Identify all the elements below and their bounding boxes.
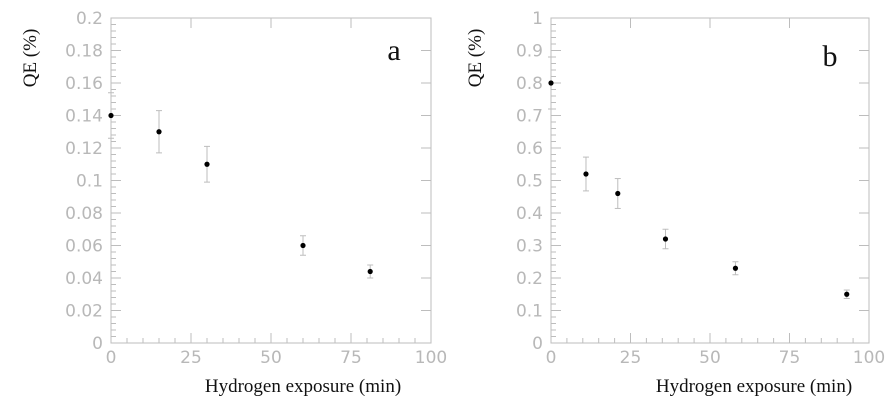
y-tick-label: 0.1 (76, 172, 103, 192)
y-tick-label: 0.9 (516, 42, 543, 62)
x-axis-title: Hydrogen exposure (min) (656, 376, 852, 396)
y-tick-label: 0.04 (65, 269, 103, 289)
y-tick-label: 0.16 (65, 74, 103, 94)
data-point (844, 291, 850, 297)
data-point (367, 268, 373, 275)
panel-label: a (387, 34, 400, 67)
panel-label: b (823, 40, 838, 73)
y-tick-label: 0.2 (76, 9, 103, 29)
y-tick-label: 0 (92, 334, 103, 354)
x-axis-title: Hydrogen exposure (min) (205, 376, 401, 396)
y-tick-label: 0.1 (516, 302, 543, 322)
y-tick-label: 1 (532, 9, 543, 29)
plot-frame (550, 17, 870, 344)
data-point (732, 265, 739, 271)
chart-panel-b: 0 0.1 0.2 0.3 0.4 0.5 0.6 0.7 0.8 0.9 1 0 25 50 75 100H… (465, 9, 885, 396)
y-axis-title: QE (%) (465, 29, 486, 88)
y-tick-label: 0.18 (65, 42, 103, 62)
x-tick-label: 25 (620, 348, 642, 368)
x-tick-label: 100 (415, 348, 447, 368)
y-tick-label: 0.02 (65, 302, 103, 322)
x-tick-label: 75 (779, 348, 801, 368)
data-point (662, 236, 669, 242)
data-point (615, 190, 621, 197)
y-tick-label: 0.12 (65, 139, 103, 159)
data-point (204, 161, 210, 167)
plot-frame (110, 17, 432, 344)
y-tick-label: 0 (532, 334, 543, 354)
data-point (108, 112, 114, 119)
data-point (548, 80, 554, 86)
y-tick-label: 0.5 (516, 172, 543, 192)
x-tick-label: 25 (180, 348, 202, 368)
y-tick-label: 0.4 (516, 204, 543, 224)
x-tick-label: 0 (106, 348, 117, 368)
data-point (583, 171, 589, 177)
x-tick-label: 75 (340, 348, 362, 368)
y-tick-label: 0.2 (516, 269, 543, 289)
y-tick-label: 0.06 (65, 237, 103, 257)
y-tick-label: 0.8 (516, 74, 543, 94)
data-point (300, 242, 306, 249)
y-tick-label: 0.3 (516, 237, 543, 257)
y-tick-label: 0.6 (516, 139, 543, 159)
chart-panel-a: 0 0.02 0.04 0.06 0.08 0.1 0.12 0.14 0.16 0.18 0.2 0… (20, 9, 447, 396)
y-axis-title: QE (%) (20, 29, 41, 88)
y-tick-label: 0.7 (516, 107, 543, 127)
y-tick-label: 0.14 (65, 107, 103, 127)
x-tick-label: 50 (260, 348, 282, 368)
y-tick-label: 0.08 (65, 204, 103, 224)
x-tick-label: 50 (699, 348, 721, 368)
x-tick-label: 0 (546, 348, 557, 368)
data-point (156, 129, 162, 135)
x-tick-label: 100 (853, 348, 885, 368)
